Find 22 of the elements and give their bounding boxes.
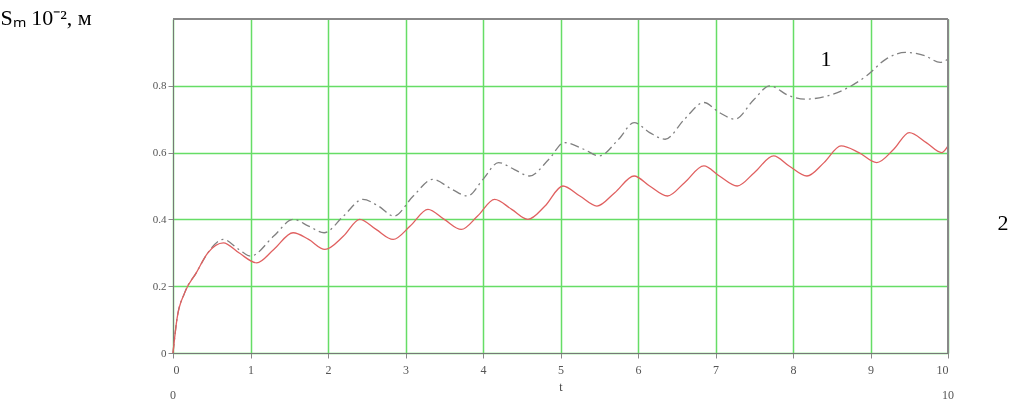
- x-axis-title: t: [559, 379, 564, 394]
- y-tick-label: 0.2: [152, 279, 167, 292]
- y-tick-label: 0.6: [152, 146, 167, 159]
- x-tick-label: 10: [936, 362, 949, 377]
- x-tick-label: 7: [713, 362, 719, 377]
- text: 2: [997, 210, 1009, 235]
- x-tick-label: 2: [325, 362, 332, 377]
- x-tick-label: 9: [868, 362, 874, 377]
- x-tick-label: 3: [403, 362, 409, 377]
- y-tick-label: 0.8: [152, 79, 167, 92]
- text: 0: [170, 388, 176, 402]
- y-tick-label: 0.4: [152, 212, 167, 225]
- x-tick-label: 6: [635, 362, 642, 377]
- annotation: 1: [820, 46, 832, 71]
- x-tick-label: 4: [480, 362, 487, 377]
- text: 10: [942, 388, 954, 402]
- y-axis-title: Sₘ 10⁻², м: [0, 4, 92, 30]
- x-tick-label: 5: [558, 362, 564, 377]
- x-tick-label: 0: [173, 362, 180, 377]
- x-tick-label: 1: [248, 362, 254, 377]
- y-tick-label: 0: [161, 346, 167, 359]
- x-tick-label: 8: [790, 362, 797, 377]
